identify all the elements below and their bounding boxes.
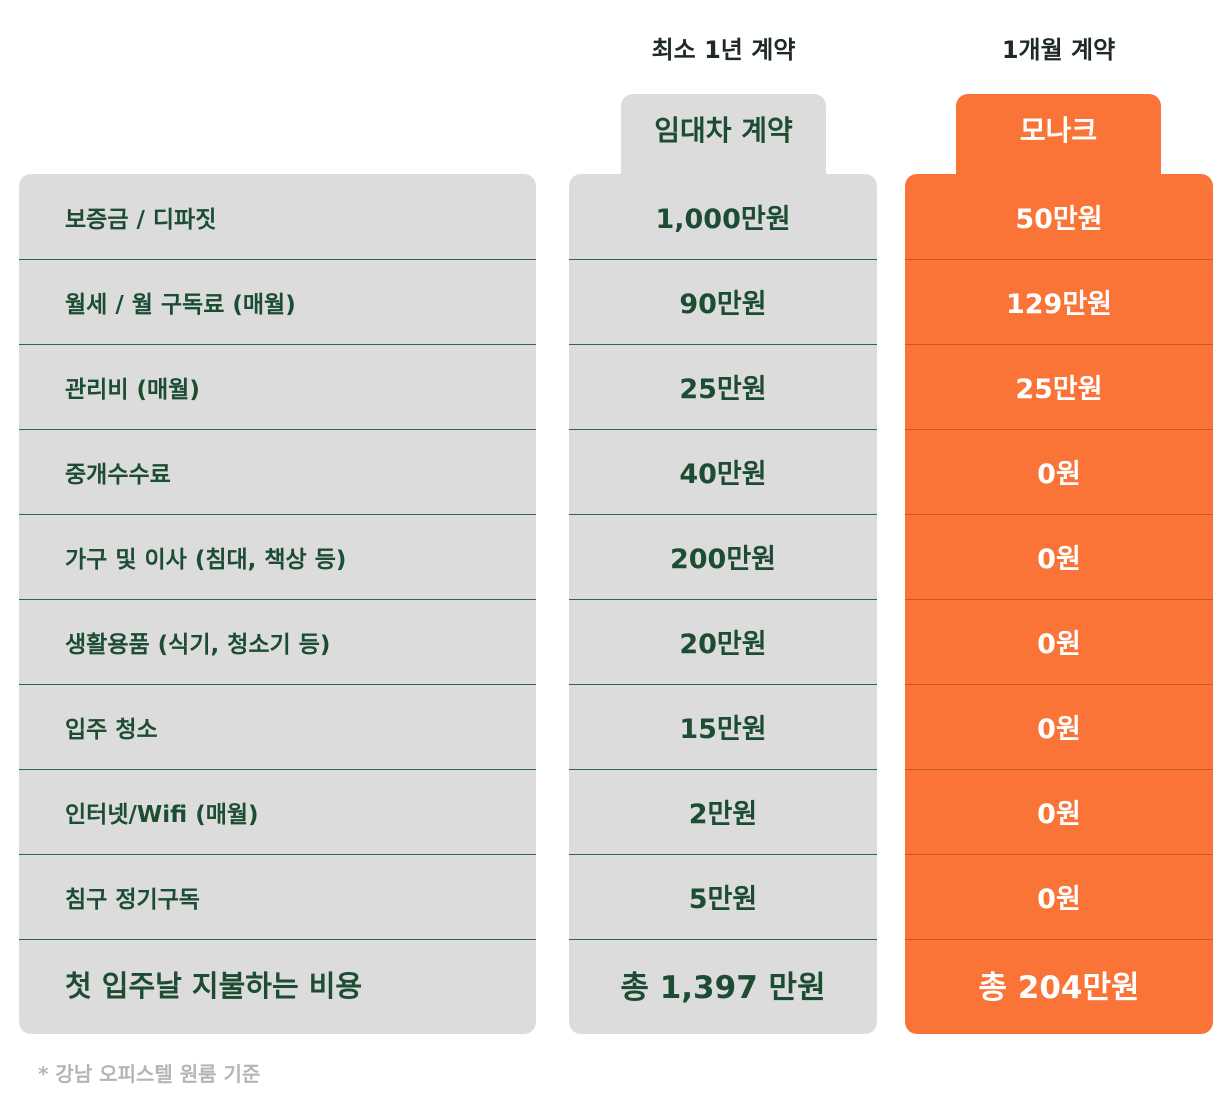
- row-label: 관리비 (매월): [65, 376, 200, 403]
- table-row: 1,000만원: [569, 174, 877, 260]
- lease-value: 20만원: [679, 629, 767, 660]
- table-row: 25만원: [569, 344, 877, 430]
- row-label: 중개수수료: [65, 461, 171, 488]
- lease-total: 총 1,397 만원: [620, 969, 826, 1006]
- total-row: 총 204만원: [905, 939, 1213, 1029]
- lease-value: 15만원: [679, 714, 767, 745]
- table-row: 월세 / 월 구독료 (매월): [19, 259, 536, 345]
- table-row: 0원: [905, 429, 1213, 515]
- lease-value: 25만원: [679, 374, 767, 405]
- row-label: 입주 청소: [65, 716, 158, 743]
- row-label: 인터넷/Wifi (매월): [65, 801, 259, 828]
- table-row: 생활용품 (식기, 청소기 등): [19, 599, 536, 685]
- lease-value: 2만원: [688, 799, 758, 830]
- monak-value: 0원: [1037, 459, 1081, 490]
- monak-value: 0원: [1037, 799, 1081, 830]
- row-label: 침구 정기구독: [65, 886, 200, 913]
- row-label: 가구 및 이사 (침대, 책상 등): [65, 546, 347, 573]
- table-row: 20만원: [569, 599, 877, 685]
- table-row: 0원: [905, 854, 1213, 940]
- lease-value: 5만원: [688, 884, 758, 915]
- lease-values-panel: 1,000만원 90만원 25만원 40만원 200만원 20만원 15만원 2…: [569, 174, 877, 1034]
- table-row: 40만원: [569, 429, 877, 515]
- lease-value: 90만원: [679, 289, 767, 320]
- monak-value: 0원: [1037, 629, 1081, 660]
- total-row: 총 1,397 만원: [569, 939, 877, 1029]
- table-row: 인터넷/Wifi (매월): [19, 769, 536, 855]
- monak-value: 0원: [1037, 544, 1081, 575]
- table-row: 0원: [905, 514, 1213, 600]
- footnote: * 강남 오피스텔 원룸 기준: [38, 1062, 261, 1086]
- total-row: 첫 입주날 지불하는 비용: [19, 939, 536, 1029]
- row-label: 월세 / 월 구독료 (매월): [65, 291, 296, 318]
- monak-total: 총 204만원: [978, 969, 1140, 1006]
- monak-value: 0원: [1037, 714, 1081, 745]
- table-row: 15만원: [569, 684, 877, 770]
- monak-value: 0원: [1037, 884, 1081, 915]
- table-row: 가구 및 이사 (침대, 책상 등): [19, 514, 536, 600]
- cost-labels-panel: 보증금 / 디파짓 월세 / 월 구독료 (매월) 관리비 (매월) 중개수수료…: [19, 174, 536, 1034]
- row-label: 생활용품 (식기, 청소기 등): [65, 631, 331, 658]
- table-row: 2만원: [569, 769, 877, 855]
- table-row: 0원: [905, 769, 1213, 855]
- table-row: 90만원: [569, 259, 877, 345]
- table-row: 침구 정기구독: [19, 854, 536, 940]
- monak-value: 50만원: [1015, 204, 1103, 235]
- monak-value: 129만원: [1005, 289, 1113, 320]
- table-row: 보증금 / 디파짓: [19, 174, 536, 260]
- lease-tab: 임대차 계약: [621, 94, 826, 184]
- table-row: 5만원: [569, 854, 877, 940]
- table-row: 0원: [905, 599, 1213, 685]
- monak-column-header: 1개월 계약: [1001, 36, 1116, 64]
- table-row: 입주 청소: [19, 684, 536, 770]
- lease-value: 40만원: [679, 459, 767, 490]
- table-row: 중개수수료: [19, 429, 536, 515]
- table-row: 0원: [905, 684, 1213, 770]
- row-label: 보증금 / 디파짓: [65, 206, 217, 233]
- total-label: 첫 입주날 지불하는 비용: [65, 969, 363, 1003]
- table-row: 50만원: [905, 174, 1213, 260]
- lease-value: 200만원: [669, 544, 777, 575]
- monak-tab: 모나크: [956, 94, 1161, 184]
- table-row: 25만원: [905, 344, 1213, 430]
- lease-value: 1,000만원: [655, 204, 791, 235]
- lease-column-header: 최소 1년 계약: [651, 36, 796, 64]
- table-row: 129만원: [905, 259, 1213, 345]
- monak-value: 25만원: [1015, 374, 1103, 405]
- monak-values-panel: 50만원 129만원 25만원 0원 0원 0원 0원 0원 0원 총 204만…: [905, 174, 1213, 1034]
- table-row: 200만원: [569, 514, 877, 600]
- table-row: 관리비 (매월): [19, 344, 536, 430]
